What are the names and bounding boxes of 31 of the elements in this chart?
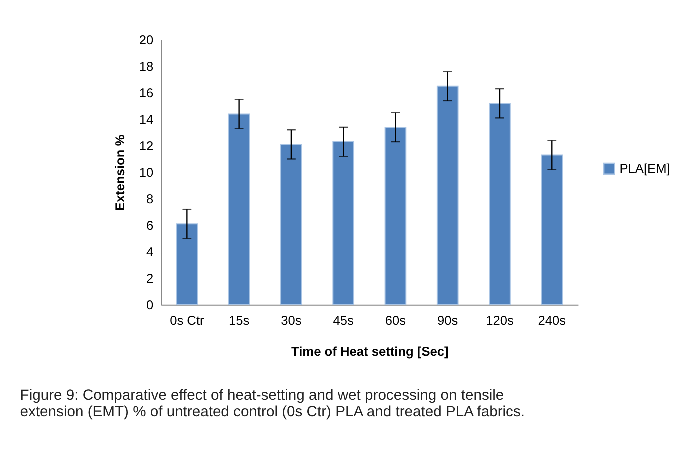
bar: [436, 86, 459, 306]
y-tick-label: 8: [146, 191, 154, 206]
y-tick-label: 0: [146, 297, 154, 312]
y-tick-label: 16: [139, 85, 154, 100]
bar: [228, 114, 250, 306]
legend-label: PLA[EM]: [620, 160, 670, 176]
bar: [176, 224, 198, 306]
y-tick-label: 10: [139, 164, 154, 180]
y-tick-label: 12: [139, 138, 154, 154]
y-tick-label: 6: [146, 218, 154, 233]
x-tick-label: 30s: [281, 313, 302, 328]
y-tick-label: 18: [139, 58, 154, 74]
caption: Figure 9: Comparative effect of heat-setting and wet processing on tensile extension (EMT) % of untreated control (0s Ctr) PLA and treated PLA fabrics.: [20, 388, 525, 421]
x-tick-label: 0s Ctr: [170, 313, 206, 328]
y-tick-label: 14: [139, 112, 154, 127]
bar: [541, 154, 564, 306]
y-tick-label: 4: [146, 244, 154, 260]
bar: [384, 126, 407, 306]
y-tick-label: 2: [146, 270, 154, 286]
bar: [280, 144, 302, 306]
x-tick-label: 15s: [228, 313, 250, 328]
bar: [489, 103, 511, 306]
x-tick-label: 60s: [385, 313, 406, 328]
x-axis-title: Time of Heat setting [Sec]: [292, 344, 449, 359]
bar: [332, 142, 355, 306]
y-tick-label: 20: [139, 32, 154, 48]
x-tick-label: 240s: [538, 313, 566, 328]
x-tick-label: 45s: [333, 313, 354, 328]
x-tick-label: 90s: [438, 313, 458, 328]
y-axis-title: Extension %: [112, 134, 128, 212]
x-tick-label: 120s: [486, 313, 514, 328]
